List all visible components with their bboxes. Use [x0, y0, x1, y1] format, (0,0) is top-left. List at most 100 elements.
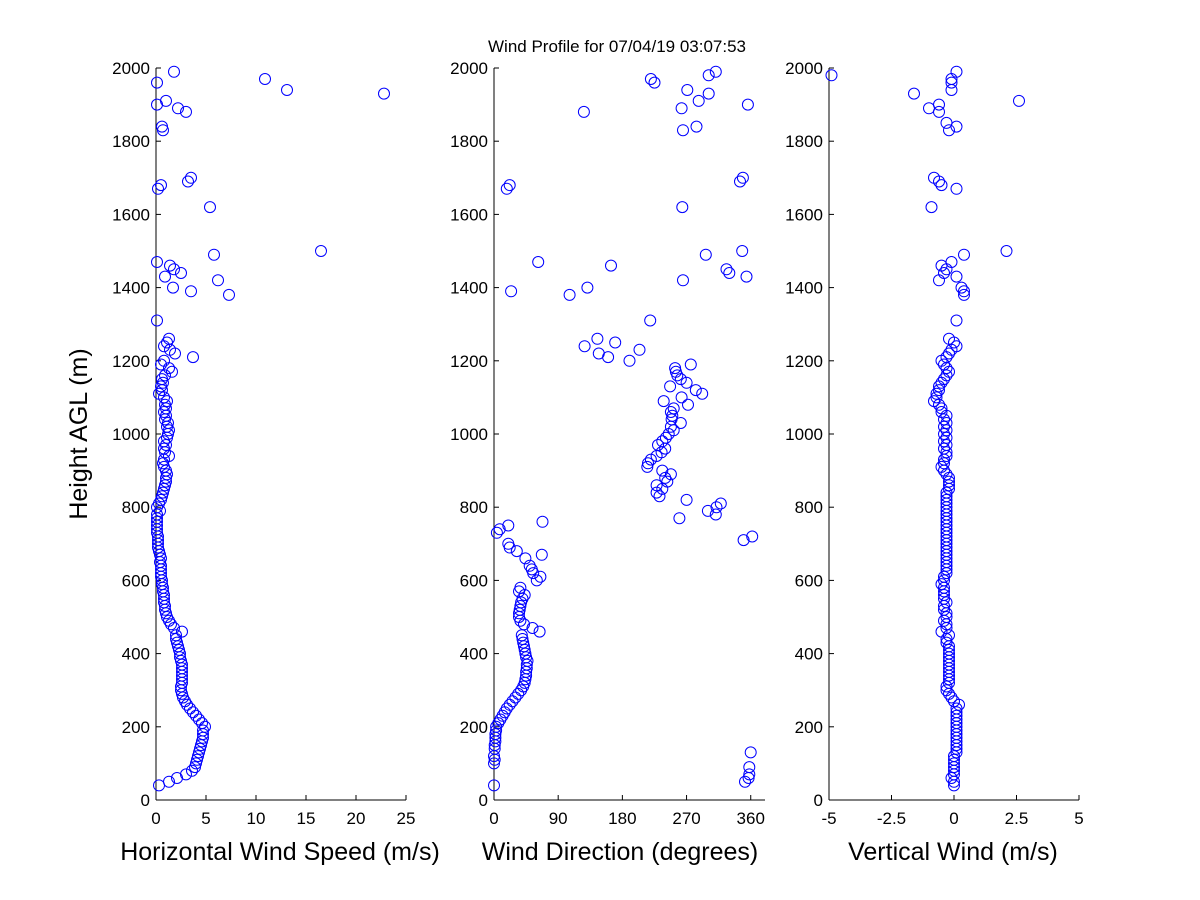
vertical-wind-data-point: [943, 647, 955, 660]
wind-direction-data-point: [675, 102, 688, 115]
horizontal-wind-speed-data-point: [151, 314, 163, 327]
vertical-wind-data-point: [950, 182, 963, 195]
vertical-wind-x-tick-label: -5: [821, 809, 836, 828]
wind-direction-data-point: [591, 332, 604, 345]
wind-direction-data-point: [581, 281, 594, 294]
wind-direction-data-point: [644, 453, 657, 466]
vertical-wind-y-tick-label: 2000: [785, 59, 823, 78]
wind-direction-data-point: [592, 347, 605, 360]
horizontal-wind-speed-data-point: [196, 717, 208, 730]
wind-direction-data-point: [699, 248, 712, 261]
vertical-wind-y-tick-label: 600: [795, 571, 823, 590]
vertical-wind-data-point: [940, 417, 953, 429]
horizontal-wind-speed-data-point: [160, 94, 172, 107]
wind-direction-data-point: [653, 490, 666, 503]
vertical-wind-data-point: [948, 750, 960, 763]
horizontal-wind-speed-data-point: [168, 65, 180, 78]
vertical-wind-data-point: [940, 684, 953, 697]
wind-direction-data-point: [736, 245, 749, 257]
wind-direction-data-point: [689, 384, 702, 397]
horizontal-wind-speed-data-point: [163, 775, 175, 788]
wind-direction-data-point: [519, 552, 532, 565]
vertical-wind-y-tick-label: 800: [795, 498, 823, 517]
horizontal-wind-speed-y-tick-label: 1600: [112, 205, 150, 224]
wind-direction-y-tick-label: 0: [479, 791, 488, 810]
wind-direction-data-point: [518, 589, 531, 601]
vertical-wind-data-point: [943, 629, 955, 642]
horizontal-wind-speed-y-tick-label: 2000: [112, 59, 150, 78]
wind-direction-data-point: [741, 98, 754, 111]
horizontal-wind-speed-data-point: [180, 105, 192, 118]
wind-direction-data-point: [516, 633, 529, 645]
wind-direction-data-point: [505, 285, 518, 298]
horizontal-wind-speed-data-point: [281, 84, 293, 96]
wind-direction-y-tick-label: 600: [460, 571, 488, 590]
horizontal-wind-speed-x-tick-label: 10: [247, 809, 266, 828]
wind-direction-x-tick-label: 90: [549, 809, 568, 828]
horizontal-wind-speed-data-point: [164, 259, 176, 272]
vertical-wind-data-point: [938, 267, 950, 279]
wind-direction-data-point: [644, 314, 657, 327]
horizontal-wind-speed-data-point: [190, 709, 202, 722]
wind-direction-data-point: [605, 259, 617, 272]
vertical-wind-data-point: [935, 406, 948, 418]
vertical-wind-data-point: [938, 428, 950, 440]
wind-direction-data-point: [513, 603, 526, 616]
wind-direction-y-tick-label: 1800: [450, 132, 488, 151]
vertical-wind-data-point: [950, 709, 963, 722]
vertical-wind-data-point: [908, 87, 920, 100]
horizontal-wind-speed-y-tick-label: 200: [122, 718, 150, 737]
wind-direction-y-tick-label: 200: [460, 718, 488, 737]
wind-direction-data-point: [514, 600, 527, 612]
wind-direction-data-point: [657, 395, 670, 408]
wind-direction-data-point: [563, 288, 576, 301]
horizontal-wind-speed-data-point: [212, 274, 224, 287]
wind-direction-data-point: [701, 504, 714, 517]
vertical-wind-data-point: [950, 340, 963, 353]
vertical-wind-data-point: [935, 179, 948, 192]
wind-direction-data-point: [702, 87, 715, 100]
horizontal-wind-speed-data-point: [163, 332, 175, 345]
vertical-wind-data-point: [940, 116, 953, 129]
vertical-wind-data-point: [940, 611, 953, 623]
vertical-wind-data-point: [1000, 245, 1013, 257]
wind-direction-data-point: [503, 179, 516, 192]
horizontal-wind-speed-data-point: [156, 120, 168, 133]
vertical-wind-data-point: [943, 332, 955, 345]
wind-direction-data-point: [720, 263, 733, 276]
horizontal-wind-speed-data-point: [175, 267, 187, 279]
horizontal-wind-speed-data-point: [176, 625, 188, 638]
vertical-wind-data-point: [940, 486, 953, 499]
horizontal-wind-speed-data-point: [170, 629, 182, 642]
wind-direction-data-point: [710, 501, 723, 514]
wind-direction-data-point: [510, 545, 523, 558]
horizontal-wind-speed-data-point: [158, 435, 170, 448]
wind-direction-data-point: [692, 94, 705, 107]
wind-direction-data-point: [488, 779, 500, 792]
wind-direction-data-point: [578, 340, 591, 353]
x-axis-label-vertical-wind: Vertical Wind (m/s): [848, 838, 1058, 866]
horizontal-wind-speed-data-point: [161, 395, 173, 408]
vertical-wind-data-point: [940, 431, 953, 444]
wind-direction-data-point: [533, 625, 546, 638]
x-axis-label-horizontal-wind-speed: Horizontal Wind Speed (m/s): [120, 838, 440, 866]
wind-direction-data-point: [534, 570, 547, 583]
wind-direction-data-point: [667, 402, 680, 415]
horizontal-wind-speed-y-tick-label: 800: [122, 498, 150, 517]
horizontal-wind-speed-data-point: [259, 73, 271, 85]
wind-direction-data-point: [493, 523, 506, 536]
wind-direction-data-point: [526, 622, 539, 634]
wind-direction-y-tick-label: 1000: [450, 425, 488, 444]
wind-direction-data-point: [673, 512, 686, 525]
vertical-wind-data-point: [950, 270, 963, 283]
vertical-wind-data-point: [950, 702, 963, 715]
wind-direction-data-point: [675, 391, 688, 404]
wind-direction-data-point: [577, 105, 590, 118]
vertical-wind-x-tick-label: 2.5: [1005, 809, 1029, 828]
vertical-wind-data-point: [940, 490, 953, 503]
horizontal-wind-speed-data-point: [159, 270, 171, 283]
horizontal-wind-speed-data-point: [151, 515, 163, 528]
horizontal-wind-speed-x-tick-label: 0: [151, 809, 160, 828]
vertical-wind-y-tick-label: 1000: [785, 425, 823, 444]
horizontal-wind-speed-data-point: [155, 179, 167, 192]
